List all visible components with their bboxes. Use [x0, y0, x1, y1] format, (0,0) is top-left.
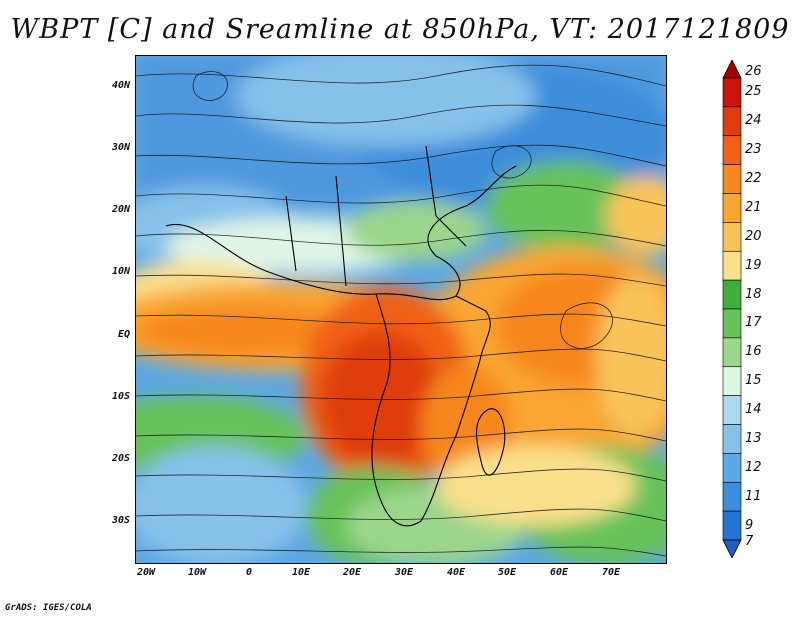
lon-label-30e: 30E — [394, 567, 414, 578]
colorbar-label: 11 — [745, 488, 762, 504]
colorbar-segment — [722, 481, 742, 512]
lat-label-40n: 40N — [111, 80, 130, 91]
map-title: WBPT [C] and Sreamline at 850hPa, VT: 20… — [10, 14, 790, 45]
colorbar-segment — [722, 222, 742, 252]
colorbar-segment — [722, 424, 742, 454]
colorbar-label: 14 — [745, 402, 762, 418]
lon-label-60e: 60E — [549, 567, 569, 578]
colorbar-segments — [722, 60, 742, 558]
colorbar-segment — [722, 395, 742, 425]
colorbar-label: 18 — [745, 286, 762, 302]
colorbar — [722, 60, 742, 558]
grads-credit: GrADS: IGES/COLA — [5, 603, 92, 613]
lon-label-10w: 10W — [187, 567, 207, 578]
lat-label-30s: 30S — [111, 515, 130, 526]
colorbar-label: 23 — [745, 142, 762, 158]
colorbar-label: 9 — [745, 517, 754, 533]
colorbar-label: 20 — [745, 228, 762, 244]
colorbar-segment — [722, 366, 742, 396]
lat-label-eq: EQ — [117, 329, 130, 340]
lon-label-10e: 10E — [291, 567, 311, 578]
colorbar-label: 12 — [745, 459, 762, 475]
lat-label-20s: 20S — [111, 453, 130, 464]
colorbar-label: 26 — [745, 64, 762, 79]
lon-label-20e: 20E — [342, 567, 362, 578]
colorbar-segment — [722, 279, 742, 310]
colorbar-label: 17 — [745, 315, 762, 331]
colorbar-label: 24 — [745, 113, 762, 129]
map-panel — [135, 55, 667, 564]
colorbar-segment — [722, 193, 742, 223]
colorbar-label: 19 — [745, 257, 762, 273]
colorbar-top-triangle — [722, 60, 742, 79]
colorbar-label: 21 — [745, 199, 762, 215]
lon-label-20w: 20W — [136, 567, 156, 578]
lon-label-70e: 70E — [601, 567, 621, 578]
colorbar-segment — [722, 337, 742, 368]
colorbar-label: 25 — [745, 84, 762, 100]
lon-label-0: 0 — [245, 567, 253, 578]
colorbar-label: 13 — [745, 430, 762, 446]
colorbar-segment — [722, 453, 742, 483]
colorbar-segment — [722, 250, 742, 281]
coastlines — [165, 145, 517, 527]
colorbar-label: 22 — [745, 171, 762, 187]
colorbar-label: 15 — [745, 373, 762, 389]
lon-label-50e: 50E — [497, 567, 517, 578]
wbpt-field — [136, 56, 666, 563]
colorbar-label: 16 — [745, 344, 762, 360]
colorbar-segment — [722, 308, 742, 339]
lon-label-40e: 40E — [446, 567, 466, 578]
lat-label-30n: 30N — [111, 142, 130, 153]
lat-label-20n: 20N — [111, 204, 130, 215]
colorbar-bottom-triangle — [722, 539, 742, 558]
lat-label-10s: 10S — [111, 391, 130, 402]
colorbar-segment — [722, 164, 742, 194]
colorbar-label: 7 — [745, 534, 754, 549]
lat-label-10n: 10N — [111, 266, 130, 277]
streamlines — [136, 64, 666, 557]
colorbar-segment — [722, 510, 742, 541]
colorbar-segment — [722, 106, 742, 137]
colorbar-segment — [722, 77, 742, 108]
colorbar-segment — [722, 135, 742, 165]
